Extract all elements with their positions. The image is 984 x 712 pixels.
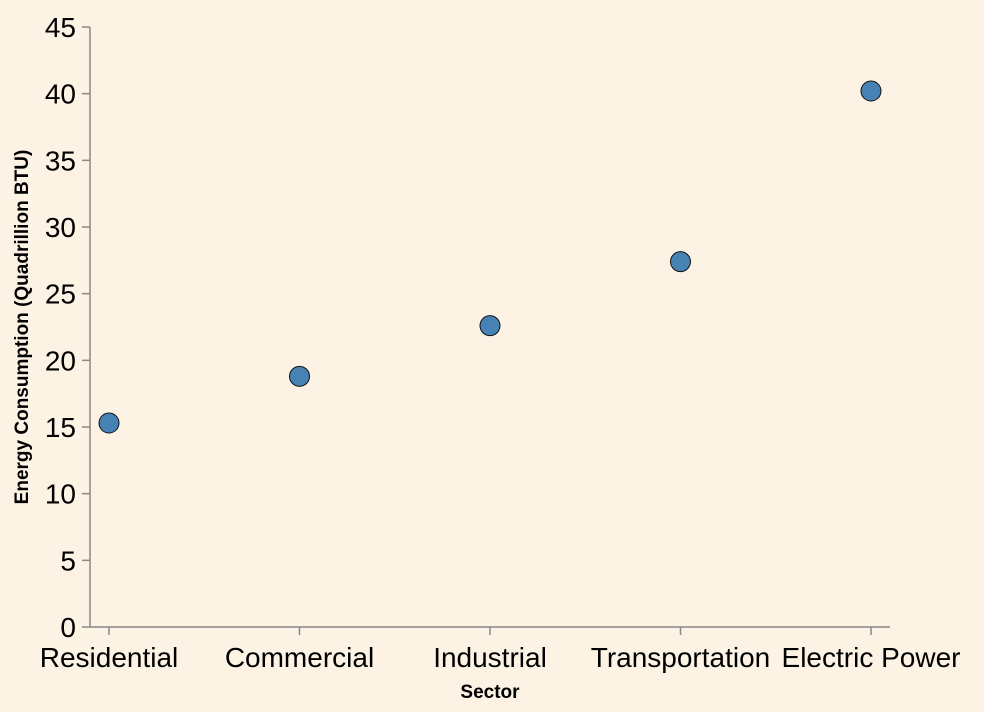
y-tick-label: 0 [60,612,76,643]
x-axis-title: Sector [460,682,520,703]
data-point [860,80,882,102]
plot-area [98,80,882,434]
y-tick-label: 35 [45,145,76,176]
y-tick-label: 40 [45,79,76,110]
data-point [98,412,120,434]
y-tick-label: 45 [45,12,76,43]
y-axis: 0 5 10 15 20 25 30 35 40 45 [45,12,91,643]
data-point [670,251,691,273]
x-tick-label: Industrial [433,642,547,673]
y-tick-label: 10 [45,479,76,510]
x-tick-label: Commercial [225,642,374,673]
x-tick-label: Residential [40,642,179,673]
y-tick-label: 30 [45,212,76,243]
data-point [289,365,310,387]
y-tick-label: 20 [45,345,76,376]
y-tick-label: 25 [45,279,76,310]
y-tick-label: 5 [60,545,76,576]
x-axis: Residential Commercial Industrial Transport… [40,626,961,673]
data-point [479,315,501,337]
y-axis-title: Energy Consumption (Quadrillion BTU) [12,150,33,505]
x-tick-label: Transportation [591,642,771,673]
y-tick-label: 15 [45,412,76,443]
x-tick-label: Electric Power [782,642,961,673]
